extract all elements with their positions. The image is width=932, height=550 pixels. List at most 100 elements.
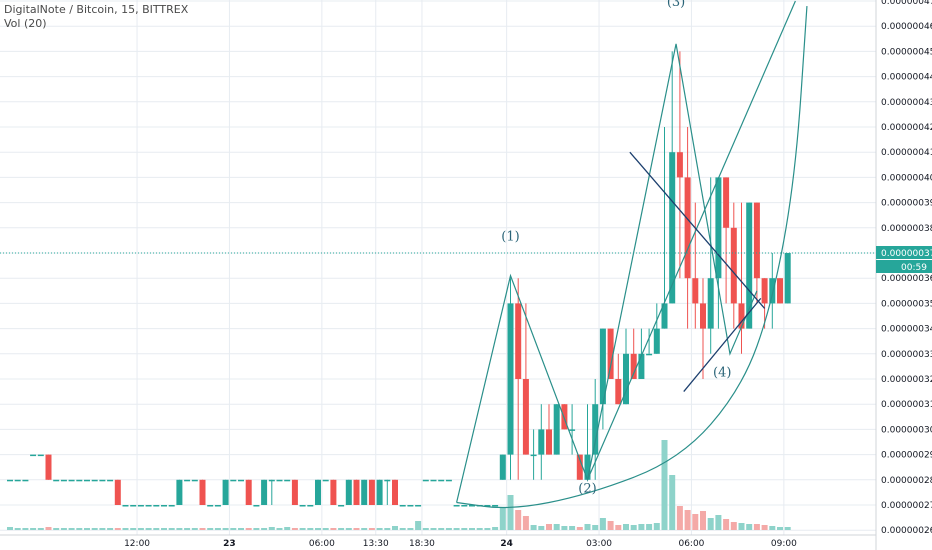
candle-body	[184, 479, 191, 482]
candle-body	[261, 479, 268, 505]
price-tick-label: 0.00000033	[881, 350, 932, 360]
candle-body	[345, 479, 352, 505]
countdown-tag	[876, 260, 932, 273]
price-tick-label: 0.00000038	[881, 224, 932, 234]
volume-bar	[191, 528, 198, 530]
candle-body	[638, 353, 645, 379]
candle-body	[245, 479, 252, 505]
candle-body	[484, 505, 491, 507]
candle-body	[315, 479, 321, 505]
volume-bar	[168, 528, 175, 530]
volume-bar	[245, 528, 252, 530]
candle-body	[322, 479, 329, 482]
candle-body	[715, 177, 722, 279]
volume-bar	[376, 528, 383, 530]
candle-body	[584, 454, 591, 480]
volume-bar	[684, 510, 691, 530]
volume-bar	[137, 528, 144, 530]
candle-body	[253, 505, 260, 507]
volume-bar	[284, 527, 291, 530]
volume-bar	[261, 528, 268, 530]
volume-bar	[407, 528, 414, 530]
volume-bar	[253, 528, 260, 530]
volume-bar	[84, 528, 90, 530]
candle-body	[407, 505, 414, 507]
time-tick-label: 09:00	[771, 539, 797, 549]
candle-body	[145, 505, 152, 507]
candle-body	[422, 479, 429, 482]
candle-body	[438, 479, 445, 482]
volume-bar	[207, 528, 214, 530]
candle-body	[630, 353, 637, 379]
time-tick-label: 13:30	[363, 539, 389, 549]
candle-body	[684, 177, 691, 279]
candle-body	[107, 479, 114, 482]
volume-bar	[60, 528, 67, 530]
price-tick-label: 0.00000045	[881, 47, 932, 57]
volume-bar	[130, 528, 137, 530]
volume-bar	[430, 528, 437, 530]
candle-body	[268, 479, 275, 482]
candle-body	[623, 353, 629, 405]
candle-body	[669, 152, 676, 304]
wave-label: (4)	[713, 365, 731, 380]
candle-body	[122, 505, 129, 507]
volume-bar	[161, 528, 167, 530]
price-tick-label: 0.00000041	[881, 148, 932, 158]
price-tick-label: 0.00000043	[881, 98, 932, 108]
volume-bar	[653, 523, 660, 530]
price-tick-label: 0.00000039	[881, 199, 932, 209]
volume-bar	[769, 526, 776, 530]
arc-tangent-line	[586, 0, 796, 481]
volume-bar	[68, 528, 75, 530]
candle-body	[784, 253, 791, 304]
volume-bar	[353, 528, 360, 530]
volume-bar	[222, 528, 229, 530]
grid	[0, 0, 876, 535]
candle-body	[761, 278, 768, 304]
volume-bar	[753, 524, 760, 530]
volume-bar	[461, 528, 468, 530]
countdown-value: 00:59	[901, 263, 927, 273]
candle-body	[68, 479, 75, 482]
candle-body	[515, 303, 522, 379]
volume-bar	[37, 528, 44, 530]
candle-body	[661, 303, 668, 329]
candle-body	[130, 505, 137, 507]
candle-body	[353, 479, 360, 505]
candle-body	[14, 479, 21, 482]
candle-body	[700, 303, 706, 329]
candle-body	[291, 479, 298, 505]
time-tick-label: 03:00	[586, 539, 612, 549]
candle-body	[653, 328, 660, 354]
wave-label: (3)	[667, 0, 685, 10]
last-price-value: 0.00000037	[881, 249, 932, 259]
candle-body	[592, 404, 599, 455]
candle-body	[30, 454, 37, 457]
candle-body	[91, 479, 98, 482]
candle-body	[492, 505, 499, 507]
candle-body	[615, 379, 622, 405]
volume-bar	[30, 528, 37, 530]
volume-bar	[445, 528, 452, 530]
trendline-upper	[629, 151, 766, 309]
last-price-tag	[876, 246, 932, 259]
candle-body	[153, 505, 160, 507]
candle-body	[299, 505, 306, 507]
volume-bar	[230, 528, 237, 530]
candle-body	[338, 505, 345, 507]
price-axis[interactable]: 0.00000026 0.00000027 0.00000028 0.00000029…	[875, 0, 932, 550]
candle-body	[230, 479, 237, 482]
volume-bar	[422, 528, 429, 530]
time-axis[interactable]: 12:00 23 06:00 13:30 18:30 24 03:00 06:00 09:00	[0, 534, 876, 549]
volume-bar	[45, 527, 52, 530]
candles	[7, 51, 791, 507]
time-tick-label: 23	[223, 539, 236, 549]
volume-bar	[553, 524, 560, 530]
price-tick-label: 0.00000035	[881, 299, 932, 309]
candle-body	[453, 505, 460, 507]
price-tick-label: 0.00000042	[881, 123, 932, 133]
volume-bar	[700, 511, 706, 530]
candle-body	[176, 479, 183, 505]
